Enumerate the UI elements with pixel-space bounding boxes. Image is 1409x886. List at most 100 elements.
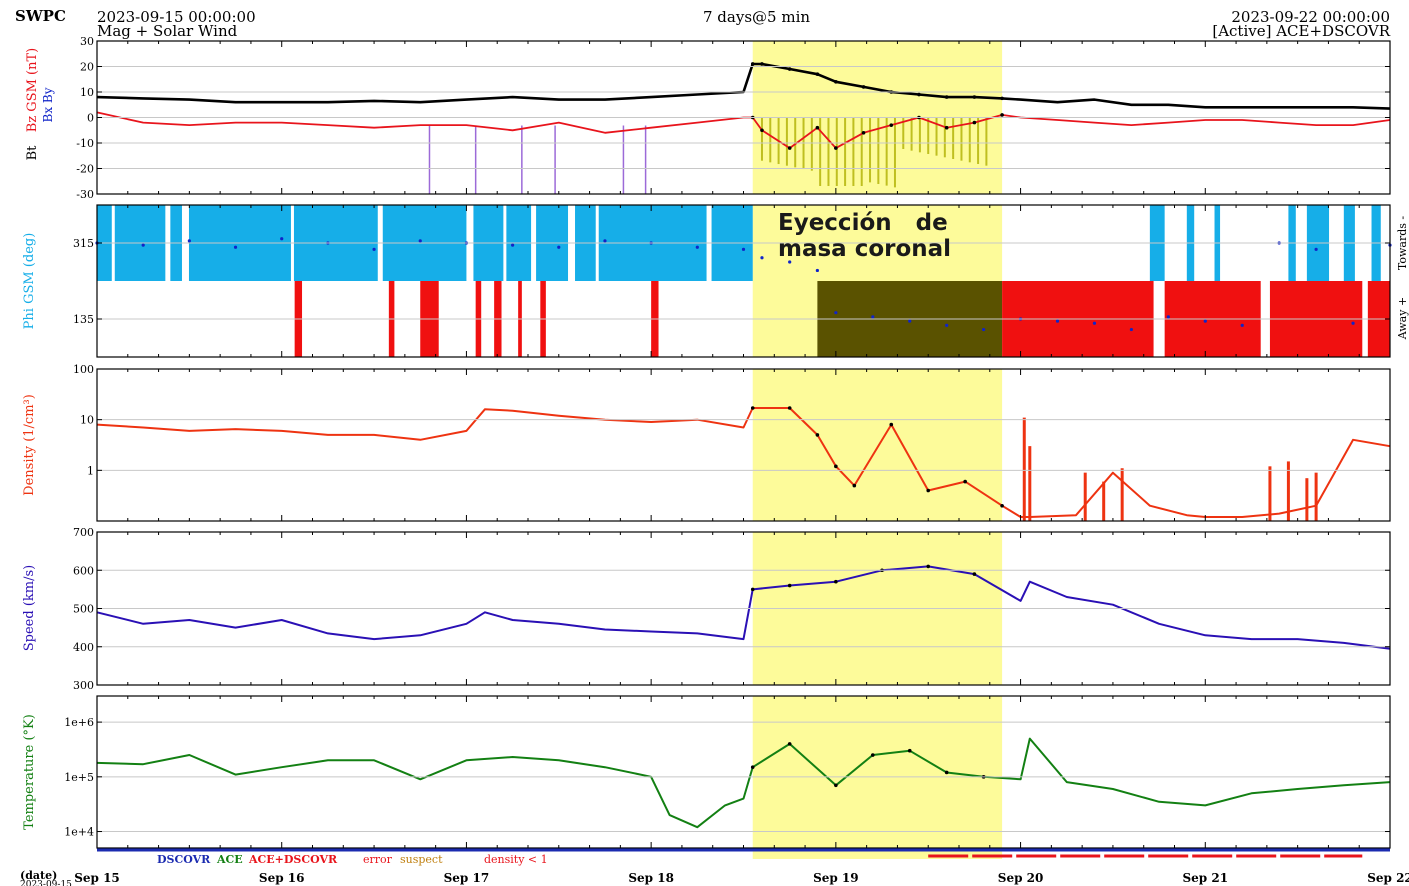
bt-axis-label: Bt xyxy=(25,145,40,161)
y-tick-label: 20 xyxy=(80,61,94,74)
y-tick-label: 10 xyxy=(80,414,94,427)
cme-highlight-band xyxy=(752,369,1003,521)
phi-point xyxy=(1314,247,1318,251)
phi-point xyxy=(280,237,284,241)
y-tick-label: 30 xyxy=(80,35,94,48)
phi-point xyxy=(187,239,191,243)
legend-item: error xyxy=(363,853,393,866)
phi-axis-label: Phi GSM (deg) xyxy=(22,233,37,330)
density-series-line-point xyxy=(926,488,931,493)
bt-series-line-point xyxy=(750,62,755,66)
phi-point xyxy=(372,247,376,251)
phi-point xyxy=(511,243,515,247)
x-tick-label: Sep 15 xyxy=(74,871,120,885)
y-tick-label: -20 xyxy=(76,163,94,176)
y-tick-label: 1e+4 xyxy=(64,826,94,839)
bz-series-line-point xyxy=(815,125,820,130)
y-tick-label: 600 xyxy=(73,564,94,577)
y-tick-label: -30 xyxy=(76,188,94,201)
temperature-series-line-point xyxy=(944,770,949,775)
cme-annotation-line1: Eyección de xyxy=(778,210,948,236)
phi-point xyxy=(141,243,145,247)
density-axis-label: Density (1/cm³) xyxy=(22,394,37,496)
y-tick-label: 315 xyxy=(73,237,94,250)
phi-point xyxy=(760,256,764,260)
bt-series-line-point xyxy=(815,72,820,76)
phi-point xyxy=(871,315,875,319)
y-tick-label: 10 xyxy=(80,86,94,99)
legend-item: suspect xyxy=(400,853,443,866)
phi-point xyxy=(741,247,746,251)
bt-series-line-point xyxy=(760,62,764,66)
density-series-line-point xyxy=(889,422,894,427)
data-source: [Active] ACE+DSCOVR xyxy=(1212,22,1390,40)
panel-frame xyxy=(96,695,1391,849)
y-tick-label: -10 xyxy=(76,137,94,150)
phi-point xyxy=(1166,315,1170,319)
temperature-series-line-point xyxy=(871,753,875,757)
bt-series-line-point xyxy=(972,95,977,99)
bz-series-line-point xyxy=(861,131,866,135)
start-time: 2023-09-15 00:00:00 xyxy=(97,8,256,26)
speed-series-line xyxy=(96,565,1391,650)
phi-point xyxy=(1351,321,1355,325)
x-tick-label: Sep 18 xyxy=(628,871,674,885)
density-series-line-point xyxy=(750,406,755,410)
bz-series-line-point xyxy=(889,123,894,127)
product-label: Mag + Solar Wind xyxy=(97,22,238,40)
y-tick-label: 1e+6 xyxy=(64,716,94,729)
panel-frame xyxy=(96,368,1391,522)
bz-series-line-point xyxy=(972,120,977,125)
legend-item: DSCOVR xyxy=(157,853,211,866)
density-series-line xyxy=(96,407,1391,518)
temperature-series-line-point xyxy=(787,742,792,746)
phi-point xyxy=(1203,319,1207,323)
phi-point xyxy=(1055,319,1060,323)
temperature-axis-label: Temperature (°K) xyxy=(22,714,37,830)
density-series-line-point xyxy=(1000,503,1004,508)
y-tick-label: 0 xyxy=(87,112,94,125)
phi-point xyxy=(233,245,238,249)
bt-series-line-point xyxy=(944,95,949,99)
org-label: SWPC xyxy=(15,7,66,25)
speed-series-line-point xyxy=(972,572,977,576)
x-tick-label: Sep 19 xyxy=(813,871,859,885)
x-tick-label: Sep 20 xyxy=(998,871,1044,885)
cme-highlight-band xyxy=(752,849,1003,859)
temperature-series-line-point xyxy=(750,765,755,769)
bz-series-line-point xyxy=(1000,113,1004,117)
y-tick-label: 500 xyxy=(73,603,94,616)
phi-point xyxy=(834,311,838,315)
bx-by-axis-label: Bx By xyxy=(41,87,55,122)
phi-point xyxy=(1240,323,1244,327)
bt-series-line-point xyxy=(861,85,866,89)
phi-point xyxy=(908,319,912,323)
temperature-series-line-point xyxy=(834,783,838,788)
y-tick-label: 400 xyxy=(73,641,94,654)
away-label: Away + xyxy=(1396,297,1409,340)
bt-series-line-point xyxy=(1000,96,1004,101)
x-corner-sublabel: 2023-09-15 xyxy=(20,880,72,886)
phi-point xyxy=(982,327,986,332)
bt-series-line-point xyxy=(917,92,921,97)
phi-point xyxy=(603,239,607,243)
speed-series-line-point xyxy=(926,564,931,569)
bz-axis-label: Bz GSM (nT) xyxy=(25,48,40,132)
density-series-line-point xyxy=(787,406,792,410)
density-series-line-point xyxy=(852,483,857,488)
legend-item: ACE xyxy=(216,853,243,866)
phi-point xyxy=(695,245,699,249)
temperature-series-line xyxy=(96,737,1391,829)
cme-highlight-band xyxy=(752,696,1003,848)
bz-series-line-point xyxy=(834,146,838,150)
towards-label: Towards - xyxy=(1396,216,1409,271)
y-tick-label: 135 xyxy=(73,313,94,326)
legend-item: density < 1 xyxy=(484,853,548,866)
density-series-line-point xyxy=(834,464,838,469)
bz-series-line-point xyxy=(787,146,792,150)
bz-series-line-point xyxy=(944,125,949,130)
legend-item: ACE+DSCOVR xyxy=(248,853,338,866)
y-tick-label: 100 xyxy=(73,363,94,376)
phi-point xyxy=(1092,321,1097,325)
